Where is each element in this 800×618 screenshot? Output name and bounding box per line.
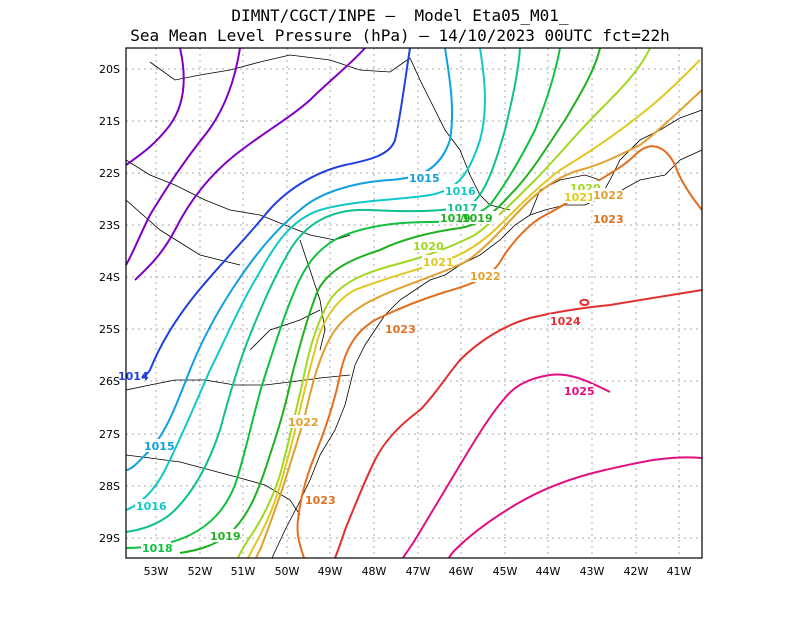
isobar-label: 1023	[305, 494, 336, 507]
isobar-label: 1023	[593, 213, 624, 226]
map-frame	[125, 47, 703, 559]
lon-tick-label: 48W	[362, 565, 387, 578]
isobar-label: 1024	[550, 315, 581, 328]
lon-tick-label: 42W	[624, 565, 649, 578]
isobar-label: 1014	[118, 370, 149, 383]
isobar-label: 1022	[593, 189, 624, 202]
isobar-label: 1016	[445, 185, 476, 198]
isobar-label: /	[460, 212, 465, 225]
lat-tick-label: 24S	[99, 271, 120, 284]
isobar-lines	[125, 47, 703, 559]
longitude-axis: 53W 52W 51W 50W 49W 48W 47W 46W 45W 44W …	[144, 565, 692, 578]
isobar-label: 1025	[564, 385, 595, 398]
isobar-label: 1015	[144, 440, 175, 453]
lon-tick-label: 41W	[667, 565, 692, 578]
lon-tick-label: 51W	[231, 565, 256, 578]
lon-tick-label: 45W	[493, 565, 518, 578]
chart-title-line2: Sea Mean Level Pressure (hPa) – 14/10/20…	[130, 26, 670, 45]
isobar-labels: 1014 1015 1015 1016 1016 1017 1018 1019 …	[118, 171, 624, 555]
lat-tick-label: 22S	[99, 167, 120, 180]
lat-tick-label: 29S	[99, 532, 120, 545]
lon-tick-label: 53W	[144, 565, 169, 578]
isobar-label: 1019	[462, 212, 493, 225]
lat-tick-label: 25S	[99, 323, 120, 336]
isobar-label: 1021	[423, 256, 454, 269]
lon-tick-label: 50W	[275, 565, 300, 578]
lat-tick-label: 28S	[99, 480, 120, 493]
isobar-label: 1018	[142, 542, 173, 555]
lon-tick-label: 52W	[188, 565, 213, 578]
lat-tick-label: 23S	[99, 219, 120, 232]
lat-tick-label: 26S	[99, 375, 120, 388]
isobar-label: 1020	[413, 240, 444, 253]
latitude-axis: 20S 21S 22S 23S 24S 25S 26S 27S 28S 29S	[99, 63, 120, 545]
lat-tick-label: 21S	[99, 115, 120, 128]
lon-tick-label: 49W	[318, 565, 343, 578]
isobar-label: 1019	[210, 530, 241, 543]
coastline-and-borders	[125, 54, 703, 559]
lat-tick-label: 20S	[99, 63, 120, 76]
isobar-label: 1015	[409, 172, 440, 185]
isobar-label: 1019	[440, 212, 471, 225]
lat-tick-label: 27S	[99, 428, 120, 441]
isobar-label: 1022	[288, 416, 319, 429]
isobar-label: 1023	[385, 323, 416, 336]
isobar-label: 1016	[136, 500, 167, 513]
isobar-label: 1022	[470, 270, 501, 283]
lon-tick-label: 43W	[580, 565, 605, 578]
chart-title-line1: DIMNT/CGCT/INPE – Model Eta05_M01_	[231, 6, 569, 25]
lon-tick-label: 47W	[406, 565, 431, 578]
lon-tick-label: 46W	[449, 565, 474, 578]
isobar-label: 1021	[564, 191, 595, 204]
lon-tick-label: 44W	[536, 565, 561, 578]
